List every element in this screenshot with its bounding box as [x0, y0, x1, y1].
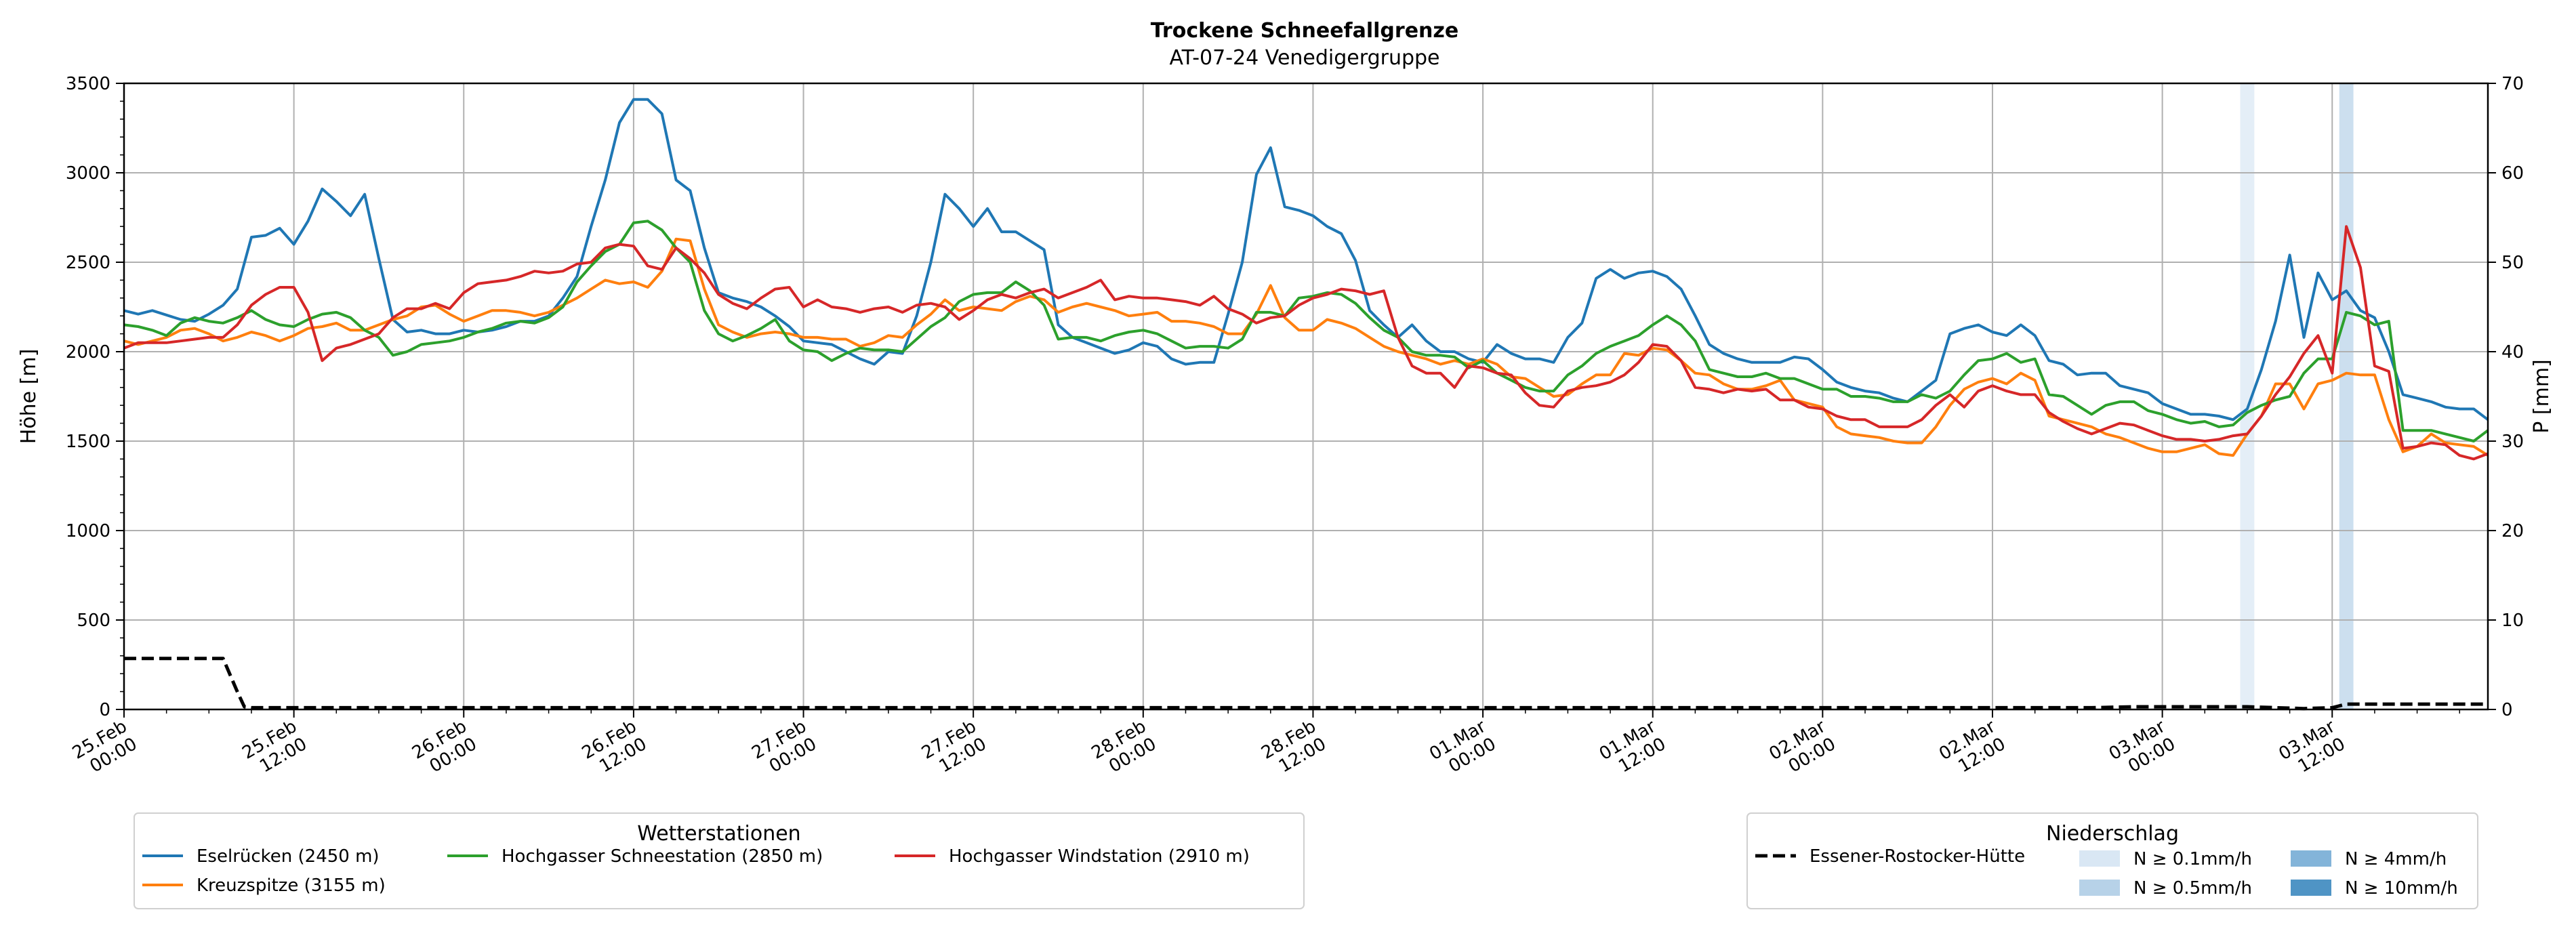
y-tick-label-0: 0	[99, 700, 110, 720]
legend-swatch-3	[2291, 880, 2331, 896]
precip-band-1	[2339, 83, 2354, 709]
legend-label-3: Hochgasser Windstation (2910 m)	[949, 846, 1250, 867]
legend-label-2: Hochgasser Schneestation (2850 m)	[502, 846, 823, 867]
y2-tick-label-4: 40	[2501, 342, 2524, 363]
y2-tick-label-6: 60	[2501, 163, 2524, 184]
y2-tick-label-1: 10	[2501, 611, 2524, 631]
legend-label-1: Kreuzspitze (3155 m)	[197, 875, 386, 896]
y-tick-label-1: 500	[77, 611, 110, 631]
y-tick-label-7: 3500	[66, 74, 110, 94]
y-tick-label-5: 2500	[66, 253, 110, 273]
legends: Wetterstationen Eselrücken (2450 m) Kreuzs…	[134, 812, 2478, 909]
chart-title: Trockene Schneefallgrenze	[1151, 19, 1458, 43]
legend-swatch-1	[2079, 880, 2120, 896]
y2-tick-label-7: 70	[2501, 74, 2524, 94]
y-axis-label: Höhe [m]	[17, 349, 41, 445]
y-tick-label-3: 1500	[66, 432, 110, 452]
series-line-1	[123, 237, 2489, 457]
y2-axis-label: P [mm]	[2530, 359, 2554, 433]
series-lines	[123, 98, 2489, 711]
axes: 0 500 1000 1500 2000 2500 3000 3500 0 10 20 30 40 50 6…	[66, 74, 2524, 777]
series-line-0	[123, 98, 2489, 421]
y2-tick-label-0: 0	[2501, 700, 2513, 720]
series-line-4	[124, 657, 2488, 711]
plot-frame	[123, 82, 2489, 711]
chart-subtitle: AT-07-24 Venedigergruppe	[1169, 46, 1439, 70]
legend-level-label-2: N ≥ 4mm/h	[2345, 849, 2447, 869]
legend-level-label-0: N ≥ 0.1mm/h	[2133, 849, 2252, 869]
legend-label-0: Eselrücken (2450 m)	[197, 846, 380, 867]
legend-precip-title: Niederschlag	[2046, 822, 2179, 846]
y2-tick-label-3: 30	[2501, 432, 2524, 452]
legend-stations-title: Wetterstationen	[637, 822, 800, 846]
y2-tick-label-5: 50	[2501, 253, 2524, 273]
y-tick-label-6: 3000	[66, 163, 110, 184]
series-line-2	[123, 220, 2489, 442]
y2-tick-label-2: 20	[2501, 521, 2524, 541]
legend-level-label-3: N ≥ 10mm/h	[2345, 878, 2458, 899]
legend-swatch-0	[2079, 850, 2120, 867]
legend-swatch-2	[2291, 850, 2331, 867]
grid-lines	[124, 83, 2488, 709]
legend-hut-label: Essener-Rostocker-Hütte	[1810, 846, 2025, 867]
legend-stations-box	[134, 812, 1305, 909]
precip-band-0	[2240, 83, 2255, 709]
legend-level-label-1: N ≥ 0.5mm/h	[2133, 878, 2252, 899]
y-tick-label-4: 2000	[66, 342, 110, 363]
y-tick-label-2: 1000	[66, 521, 110, 541]
series-line-3	[123, 225, 2489, 461]
